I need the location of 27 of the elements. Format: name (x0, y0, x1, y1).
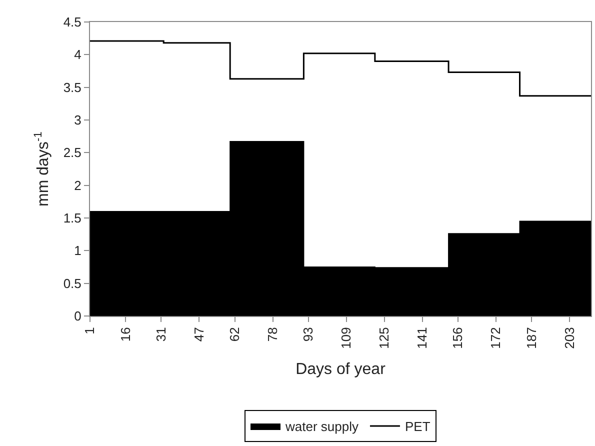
y-tick-label: 0 (74, 308, 82, 324)
x-tick-label: 156 (450, 327, 466, 349)
legend-label: PET (404, 419, 430, 434)
x-tick-label: 93 (300, 327, 316, 342)
y-tick-label: 1 (74, 243, 82, 258)
x-tick-label: 16 (118, 327, 133, 342)
x-axis-title: Days of year (296, 361, 386, 378)
x-tick-label: 78 (265, 327, 280, 342)
y-tick-label: 3.5 (63, 80, 82, 95)
x-tick-label: 141 (414, 327, 430, 349)
legend-label: water supply (284, 419, 359, 434)
y-tick-label: 1.5 (63, 210, 82, 226)
x-tick-label: 125 (376, 327, 392, 349)
x-tick-label: 31 (153, 327, 168, 342)
y-tick-label: 2.5 (63, 145, 82, 160)
y-tick-label: 2 (74, 178, 82, 193)
y-tick-label: 4.5 (63, 14, 82, 30)
x-tick-label: 1 (82, 327, 98, 334)
x-tick-label: 62 (227, 327, 242, 342)
x-tick-label: 172 (488, 327, 504, 349)
x-tick-label: 109 (338, 327, 354, 349)
x-tick-label: 47 (191, 327, 206, 342)
x-tick-label: 203 (562, 327, 577, 349)
y-tick-label: 4 (74, 47, 82, 62)
x-tick-label: 187 (524, 327, 539, 349)
y-tick-label: 0.5 (63, 276, 82, 291)
y-tick-label: 3 (74, 112, 82, 128)
